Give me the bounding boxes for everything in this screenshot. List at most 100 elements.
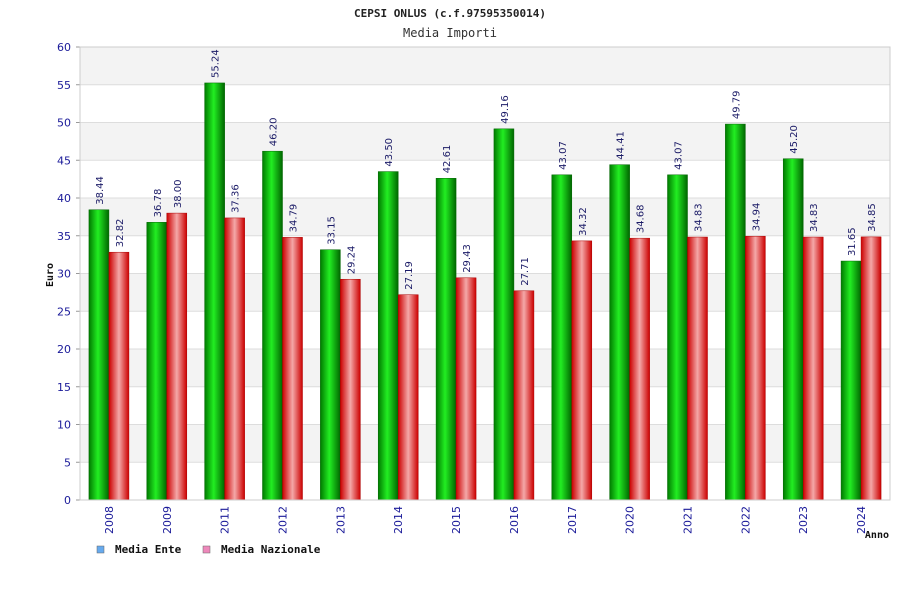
x-tick-label: 2013 bbox=[334, 506, 347, 534]
data-label: 45.20 bbox=[789, 125, 800, 154]
data-label: 38.44 bbox=[95, 176, 106, 205]
data-label: 36.78 bbox=[153, 189, 164, 218]
x-tick-label: 2014 bbox=[392, 506, 405, 534]
bar-media-nazionale-2015 bbox=[455, 277, 477, 501]
bar-media-nazionale-2022 bbox=[745, 235, 766, 501]
axes: 0 5 10 15 20 25 30 35 40 45 50 55 60 2008 2009 2011 2012… bbox=[57, 41, 891, 534]
data-label: 33.15 bbox=[326, 216, 337, 245]
data-label: 43.50 bbox=[384, 138, 395, 167]
bar-media-ente-2017 bbox=[551, 174, 573, 501]
data-label: 34.83 bbox=[694, 203, 705, 232]
y-tick-label: 10 bbox=[57, 419, 71, 432]
x-tick-label: 2020 bbox=[624, 506, 637, 534]
bar-media-ente-2012 bbox=[262, 150, 283, 501]
grid-band bbox=[80, 349, 890, 387]
legend: Media Ente Media Nazionale bbox=[96, 543, 321, 556]
y-tick-label: 25 bbox=[57, 305, 71, 318]
data-label: 49.79 bbox=[731, 90, 742, 119]
data-label: 29.43 bbox=[462, 244, 473, 273]
data-label: 34.83 bbox=[809, 203, 820, 232]
chart-title: CEPSI ONLUS (c.f.97595350014) bbox=[354, 7, 546, 20]
bar-media-nazionale-2020 bbox=[629, 237, 650, 501]
chart-subtitle: Media Importi bbox=[403, 26, 497, 40]
data-label: 32.82 bbox=[115, 219, 126, 248]
y-tick-label: 40 bbox=[57, 192, 71, 205]
legend-entry: Media Nazionale bbox=[221, 543, 321, 556]
y-tick-label: 50 bbox=[57, 117, 71, 130]
bar-media-nazionale-2009 bbox=[166, 212, 188, 501]
grid-band bbox=[80, 47, 890, 85]
legend-swatch bbox=[202, 545, 211, 554]
y-tick-label: 5 bbox=[64, 456, 71, 469]
y-tick-label: 0 bbox=[64, 494, 71, 507]
bar-media-nazionale-2017 bbox=[571, 240, 593, 501]
data-label: 43.07 bbox=[558, 141, 569, 170]
data-label: 42.61 bbox=[442, 145, 453, 174]
bar-media-ente-2023 bbox=[782, 158, 804, 501]
grid-band bbox=[80, 198, 890, 236]
legend-entry: Media Ente bbox=[115, 543, 182, 556]
bar-media-ente-2021 bbox=[667, 174, 688, 501]
grid-band bbox=[80, 84, 890, 123]
data-label: 34.79 bbox=[289, 204, 300, 233]
grid-band bbox=[80, 273, 890, 312]
bar-media-ente-2022 bbox=[725, 123, 746, 501]
y-axis-label: Euro bbox=[45, 263, 56, 287]
grid-band bbox=[80, 122, 890, 161]
y-tick-label: 30 bbox=[57, 268, 71, 281]
bar-media-nazionale-2014 bbox=[397, 294, 419, 501]
bar-media-nazionale-2016 bbox=[513, 290, 535, 501]
bar-media-nazionale-2024 bbox=[860, 236, 882, 501]
bar-media-nazionale-2021 bbox=[687, 236, 708, 501]
legend-swatch bbox=[96, 545, 105, 554]
bar-media-nazionale-2012 bbox=[282, 237, 303, 501]
bar-media-ente-2008 bbox=[88, 209, 110, 501]
x-tick-label: 2016 bbox=[508, 506, 521, 534]
data-label: 46.20 bbox=[269, 118, 280, 147]
y-tick-label: 55 bbox=[57, 79, 71, 92]
data-label: 55.24 bbox=[211, 49, 222, 78]
data-label: 34.85 bbox=[867, 203, 878, 232]
bar-media-ente-2014 bbox=[377, 171, 399, 501]
data-label: 34.94 bbox=[751, 203, 762, 232]
x-tick-label: 2022 bbox=[739, 506, 752, 534]
x-tick-label: 2021 bbox=[682, 506, 695, 534]
bars: 38.44 32.82 36.78 38.00 55.24 37.36 46.20 34.79… bbox=[88, 49, 882, 501]
bar-media-ente-2015 bbox=[435, 178, 457, 501]
data-label: 37.36 bbox=[231, 184, 242, 213]
x-tick-label: 2023 bbox=[797, 506, 810, 534]
data-label: 27.19 bbox=[404, 261, 415, 290]
bar-media-nazionale-2008 bbox=[108, 251, 130, 501]
bar-media-ente-2016 bbox=[493, 128, 515, 501]
x-tick-label: 2012 bbox=[277, 506, 290, 534]
bar-media-nazionale-2023 bbox=[802, 236, 824, 501]
data-label: 31.65 bbox=[847, 227, 858, 256]
data-label: 44.41 bbox=[616, 131, 627, 160]
grid-band bbox=[80, 311, 890, 349]
grid-band bbox=[80, 462, 890, 500]
plot-area bbox=[80, 46, 890, 501]
data-label: 43.07 bbox=[674, 141, 685, 170]
bar-media-ente-2024 bbox=[840, 260, 862, 501]
bar-media-nazionale-2013 bbox=[340, 278, 361, 501]
data-label: 27.71 bbox=[520, 257, 531, 286]
data-label: 38.00 bbox=[173, 179, 184, 208]
data-label: 34.68 bbox=[636, 205, 647, 234]
x-tick-label: 2011 bbox=[219, 506, 232, 534]
data-label: 29.24 bbox=[346, 246, 357, 275]
grid-band bbox=[80, 386, 890, 425]
x-tick-label: 2024 bbox=[855, 506, 868, 534]
x-axis-label: Anno bbox=[865, 530, 889, 541]
y-tick-label: 35 bbox=[57, 230, 71, 243]
data-label: 49.16 bbox=[500, 95, 511, 124]
bar-media-ente-2011 bbox=[204, 82, 225, 501]
x-tick-label: 2017 bbox=[566, 506, 579, 534]
y-tick-label: 60 bbox=[57, 41, 71, 54]
grid-band bbox=[80, 424, 890, 463]
bar-media-nazionale-2011 bbox=[224, 217, 245, 501]
grid-band bbox=[80, 235, 890, 274]
plot-frame bbox=[79, 46, 891, 501]
data-label: 34.32 bbox=[578, 207, 589, 236]
x-tick-label: 2008 bbox=[103, 506, 116, 534]
